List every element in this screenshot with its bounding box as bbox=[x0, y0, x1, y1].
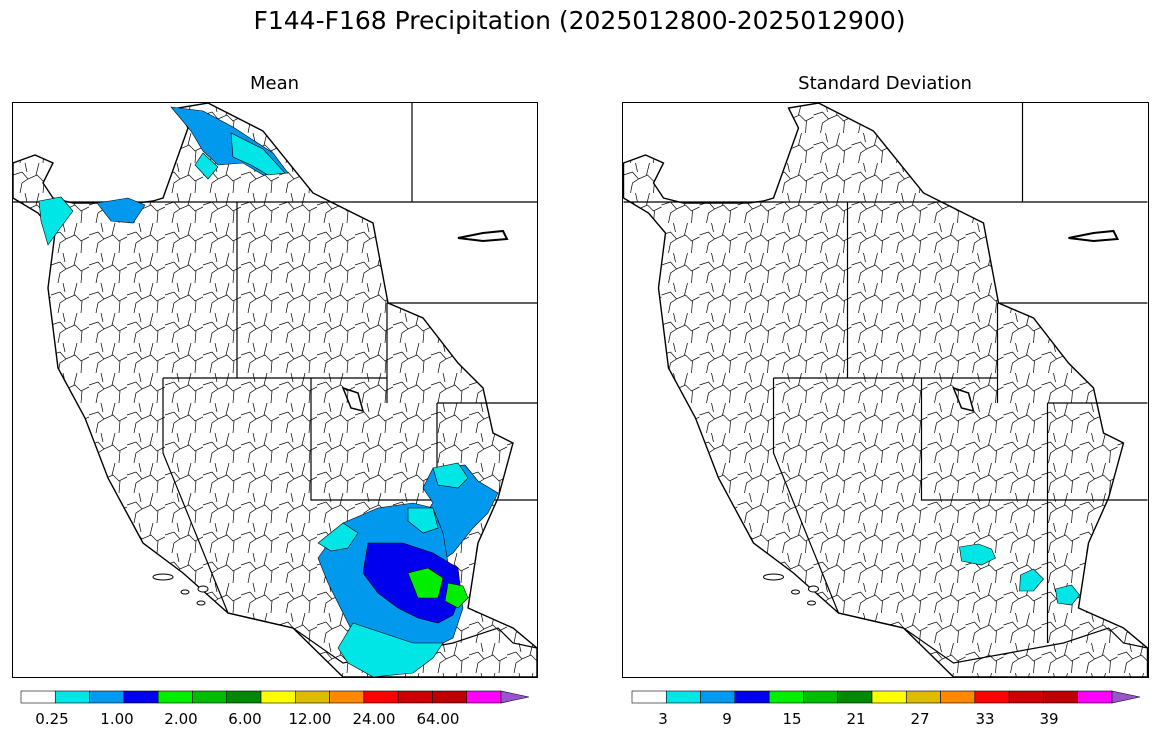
lake-shape bbox=[1068, 229, 1120, 243]
colorbar-segment bbox=[363, 690, 399, 704]
islands bbox=[763, 573, 819, 606]
colorbar-segment bbox=[54, 690, 90, 704]
mean-tick-label: 6.00 bbox=[228, 710, 262, 728]
std-colorbar-svg bbox=[631, 690, 1141, 704]
colorbar-segment bbox=[466, 690, 502, 704]
mean-colorbar bbox=[20, 689, 530, 704]
mean-tick-label: 1.00 bbox=[100, 710, 134, 728]
mean-tick-label: 0.25 bbox=[35, 710, 69, 728]
colorbar-segment bbox=[123, 690, 159, 704]
colorbar-segment bbox=[294, 690, 330, 704]
std-tick-label: 21 bbox=[846, 710, 866, 728]
std-panel-title: Standard Deviation bbox=[798, 73, 972, 94]
state-borders bbox=[13, 103, 537, 664]
colorbar-segment bbox=[329, 690, 365, 704]
colorbar-segment bbox=[1008, 690, 1044, 704]
colorbar-segment bbox=[157, 690, 193, 704]
colorbar-segment bbox=[905, 690, 941, 704]
precip-fills bbox=[959, 543, 1080, 606]
colorbar-segment bbox=[260, 690, 296, 704]
colorbar-segment bbox=[871, 690, 907, 704]
colorbar-segment bbox=[432, 690, 468, 704]
mean-map bbox=[12, 102, 538, 678]
std-tick-label: 39 bbox=[1039, 710, 1059, 728]
std-colorbar bbox=[631, 689, 1141, 704]
std-tick-label: 15 bbox=[782, 710, 802, 728]
colorbar-segment bbox=[20, 690, 56, 704]
mean-panel-title: Mean bbox=[249, 73, 300, 94]
colorbar-segment bbox=[768, 690, 804, 704]
colorbar-segment bbox=[1077, 690, 1113, 704]
std-tick-label: 33 bbox=[975, 710, 995, 728]
mean-tick-label: 64.00 bbox=[416, 710, 460, 728]
colorbar-segment bbox=[226, 690, 262, 704]
colorbar-segment bbox=[700, 690, 736, 704]
mean-colorbar-svg bbox=[20, 690, 530, 704]
figure-title: F144-F168 Precipitation (2025012800-2025… bbox=[253, 6, 906, 35]
std-tick-label: 27 bbox=[910, 710, 930, 728]
colorbar-segment bbox=[1043, 690, 1079, 704]
colorbar-segment bbox=[974, 690, 1010, 704]
colorbar-segment bbox=[397, 690, 433, 704]
std-tick-label: 3 bbox=[658, 710, 668, 728]
lake-shape bbox=[341, 386, 365, 413]
std-tick-label: 9 bbox=[722, 710, 732, 728]
lake-shape bbox=[952, 386, 975, 413]
islands bbox=[152, 573, 209, 606]
precip-fills bbox=[38, 106, 499, 677]
colorbar-segment bbox=[192, 690, 228, 704]
std-map bbox=[622, 102, 1149, 678]
colorbar-segment bbox=[631, 690, 667, 704]
std-map-svg bbox=[623, 103, 1148, 677]
mean-tick-label: 12.00 bbox=[288, 710, 332, 728]
state-borders bbox=[623, 103, 1148, 664]
mean-tick-label: 24.00 bbox=[352, 710, 396, 728]
mean-tick-label: 2.00 bbox=[164, 710, 198, 728]
colorbar-segment bbox=[89, 690, 125, 704]
colorbar-segment bbox=[734, 690, 770, 704]
colorbar-segment bbox=[837, 690, 873, 704]
colorbar-segment bbox=[665, 690, 701, 704]
colorbar-segment bbox=[1111, 690, 1141, 704]
colorbar-segment bbox=[500, 690, 530, 704]
colorbar-segment bbox=[803, 690, 839, 704]
colorbar-segment bbox=[940, 690, 976, 704]
lake-shape bbox=[457, 229, 509, 243]
mean-map-svg bbox=[13, 103, 537, 677]
